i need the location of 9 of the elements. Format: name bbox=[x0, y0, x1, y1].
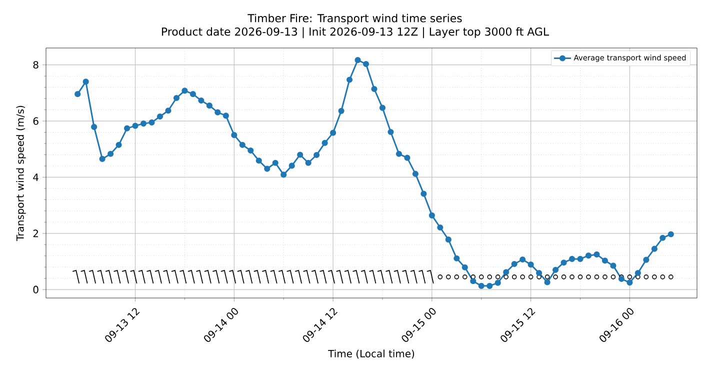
x-axis-title: Time (Local time) bbox=[328, 350, 414, 359]
chart-title: Timber Fire: Transport wind time series bbox=[248, 14, 462, 24]
y-tick-label: 6 bbox=[33, 117, 38, 125]
y-tick-label: 4 bbox=[33, 174, 38, 181]
y-tick-label: 2 bbox=[33, 230, 38, 238]
y-axis-title: Transport wind speed (m/s) bbox=[16, 106, 26, 241]
y-tick-label: 0 bbox=[33, 286, 38, 294]
chart-subtitle: Product date 2026-09-13 | Init 2026-09-13 12Z | Layer top 3000 ft AGL bbox=[162, 27, 549, 38]
y-tick-label: 8 bbox=[33, 61, 38, 69]
